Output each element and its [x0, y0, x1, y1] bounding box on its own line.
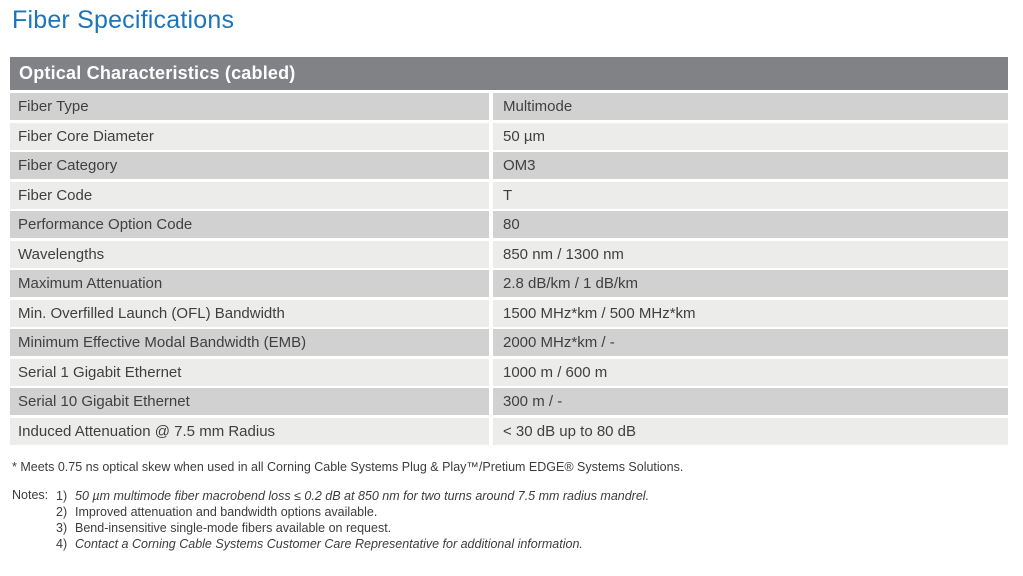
notes-section: Notes: 1) 50 µm multimode fiber macroben…: [12, 488, 649, 552]
table-rows: Fiber Type Multimode Fiber Core Diameter…: [10, 93, 1008, 445]
note-item: 1) 50 µm multimode fiber macrobend loss …: [56, 488, 649, 504]
row-value: 300 m / -: [493, 388, 1008, 415]
row-value: 1000 m / 600 m: [493, 358, 1008, 386]
row-label: Wavelengths: [10, 240, 489, 268]
note-number: 3): [56, 521, 68, 535]
row-label: Fiber Code: [10, 181, 489, 209]
row-value: 850 nm / 1300 nm: [493, 240, 1008, 268]
row-label: Maximum Attenuation: [10, 270, 489, 297]
row-label: Induced Attenuation @ 7.5 mm Radius: [10, 417, 489, 445]
note-text: Bend-insensitive single-mode fibers avai…: [75, 521, 392, 535]
notes-label: Notes:: [12, 488, 49, 502]
row-value: < 30 dB up to 80 dB: [493, 417, 1008, 445]
row-value: Multimode: [493, 93, 1008, 120]
row-value: 2.8 dB/km / 1 dB/km: [493, 270, 1008, 297]
row-label: Performance Option Code: [10, 211, 489, 238]
row-value: 2000 MHz*km / -: [493, 329, 1008, 356]
note-list: 1) 50 µm multimode fiber macrobend loss …: [56, 488, 649, 552]
row-value: OM3: [493, 152, 1008, 179]
row-value: 1500 MHz*km / 500 MHz*km: [493, 299, 1008, 327]
note-item: 3) Bend-insensitive single-mode fibers a…: [56, 520, 649, 536]
row-label: Serial 10 Gigabit Ethernet: [10, 388, 489, 415]
row-label: Serial 1 Gigabit Ethernet: [10, 358, 489, 386]
note-text: Contact a Corning Cable Systems Customer…: [75, 537, 583, 551]
optical-characteristics-table: Optical Characteristics (cabled) Fiber T…: [10, 57, 1008, 445]
note-item: 4) Contact a Corning Cable Systems Custo…: [56, 536, 649, 552]
row-label: Minimum Effective Modal Bandwidth (EMB): [10, 329, 489, 356]
row-label: Min. Overfilled Launch (OFL) Bandwidth: [10, 299, 489, 327]
footnote: * Meets 0.75 ns optical skew when used i…: [12, 460, 684, 474]
page-title: Fiber Specifications: [12, 6, 235, 34]
note-number: 1): [56, 489, 68, 503]
row-label: Fiber Core Diameter: [10, 122, 489, 150]
row-value: 50 µm: [493, 122, 1008, 150]
note-item: 2) Improved attenuation and bandwidth op…: [56, 504, 649, 520]
row-label: Fiber Type: [10, 93, 489, 120]
row-label: Fiber Category: [10, 152, 489, 179]
row-value: 80: [493, 211, 1008, 238]
note-number: 2): [56, 505, 68, 519]
table-header: Optical Characteristics (cabled): [10, 57, 1008, 90]
note-text: 50 µm multimode fiber macrobend loss ≤ 0…: [75, 489, 650, 503]
row-value: T: [493, 181, 1008, 209]
note-text: Improved attenuation and bandwidth optio…: [75, 505, 378, 519]
note-number: 4): [56, 537, 68, 551]
